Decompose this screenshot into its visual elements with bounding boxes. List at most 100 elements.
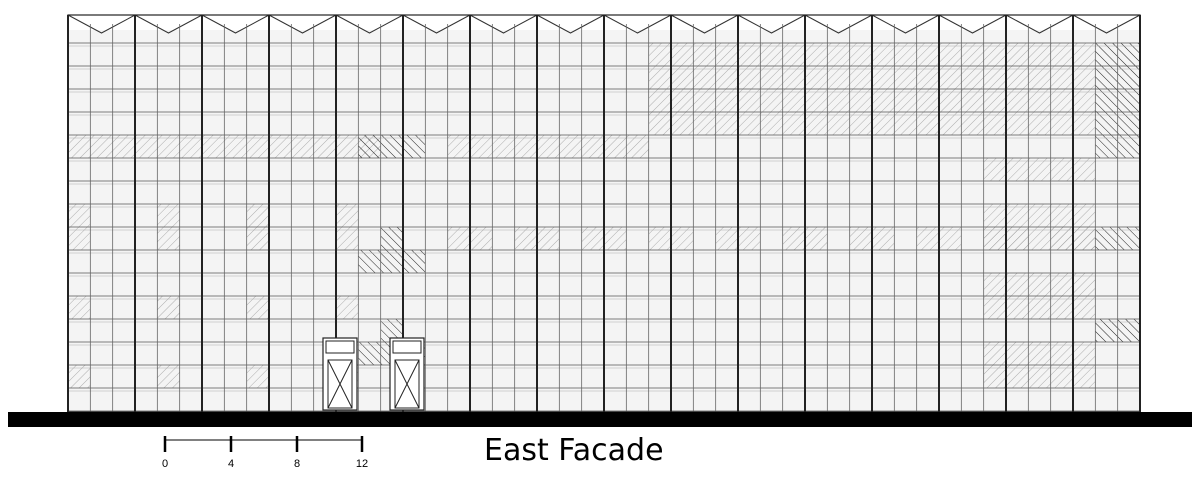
hatched-panel [224,135,247,158]
hatched-panel [1073,365,1096,388]
hatched-panel [983,365,1006,388]
hatched-panel [336,227,359,250]
hatched-panel [1006,273,1029,296]
hatched-panel [1117,227,1140,250]
hatched-panel [961,66,984,89]
hatched-panel [1028,365,1051,388]
hatched-panel [1050,43,1073,66]
hatched-panel [760,43,783,66]
hatched-panel [336,135,359,158]
door-swing [394,359,420,409]
hatched-panel [1006,204,1029,227]
hatched-panel [693,112,716,135]
hatched-panel [1117,89,1140,112]
hatched-panel [1050,342,1073,365]
hatched-panel [291,135,314,158]
hatched-panel [805,227,828,250]
hatched-panel [68,204,91,227]
hatched-panel [872,112,895,135]
hatched-panel [581,135,604,158]
hatched-panel [872,43,895,66]
hatched-panel [827,89,850,112]
hatched-panel [961,112,984,135]
hatched-panel [983,204,1006,227]
hatched-panel [671,66,694,89]
hatched-panel [246,296,269,319]
hatched-panel [715,66,738,89]
hatched-panel [738,66,761,89]
hatched-panel [738,112,761,135]
hatched-panel [1073,112,1096,135]
hatched-panel [693,89,716,112]
hatched-panel [1050,227,1073,250]
hatched-panel [68,135,91,158]
hatched-panel [1073,342,1096,365]
hatched-panel [1028,43,1051,66]
hatched-panel [470,135,493,158]
hatched-panel [983,112,1006,135]
hatched-panel [403,135,426,158]
hatched-panel [1073,204,1096,227]
hatched-panel [671,112,694,135]
hatched-panel [648,43,671,66]
hatched-panel [983,89,1006,112]
hatched-panel [1006,89,1029,112]
hatched-panel [1006,158,1029,181]
scale-label: 4 [228,458,234,470]
hatched-panel [671,89,694,112]
hatched-panel [805,112,828,135]
hatched-panel [157,227,180,250]
hatched-panel [246,365,269,388]
hatched-panel [894,43,917,66]
hatched-panel [872,66,895,89]
hatched-panel [648,66,671,89]
hatched-panel [1050,273,1073,296]
hatched-panel [961,43,984,66]
hatched-panel [492,135,515,158]
hatched-panel [1006,112,1029,135]
scale-label: 8 [294,458,300,470]
hatched-panel [380,135,403,158]
hatched-panel [693,43,716,66]
hatched-panel [1028,158,1051,181]
hatched-panel [1050,66,1073,89]
hatched-panel [827,66,850,89]
hatched-panel [1095,319,1118,342]
hatched-panel [782,227,805,250]
hatched-panel [849,66,872,89]
hatched-panel [983,296,1006,319]
hatched-panel [537,227,560,250]
door-transom [392,340,422,354]
hatched-panel [559,135,582,158]
hatched-panel [380,250,403,273]
hatched-panel [403,250,426,273]
hatched-panel [1050,296,1073,319]
hatched-panel [760,112,783,135]
hatched-panel [939,112,962,135]
hatched-panel [1006,227,1029,250]
hatched-panel [269,135,292,158]
door-frame [322,337,358,411]
scale-label: 12 [356,458,368,470]
hatched-panel [1028,66,1051,89]
hatched-panel [336,204,359,227]
hatched-panel [939,43,962,66]
hatched-panel [1073,66,1096,89]
hatched-panel [626,135,649,158]
hatched-panel [157,204,180,227]
hatched-panel [1028,204,1051,227]
hatched-panel [604,227,627,250]
hatched-panel [514,135,537,158]
hatched-panel [939,89,962,112]
hatched-panel [1073,227,1096,250]
facade [67,14,1141,415]
hatched-panel [961,89,984,112]
hatched-panel [827,43,850,66]
hatched-panel [537,135,560,158]
hatched-panel [1006,66,1029,89]
hatched-panel [1006,43,1029,66]
hatched-panel [246,135,269,158]
drawing-title: East Facade [484,433,664,468]
hatched-panel [358,135,381,158]
hatched-panel [715,112,738,135]
